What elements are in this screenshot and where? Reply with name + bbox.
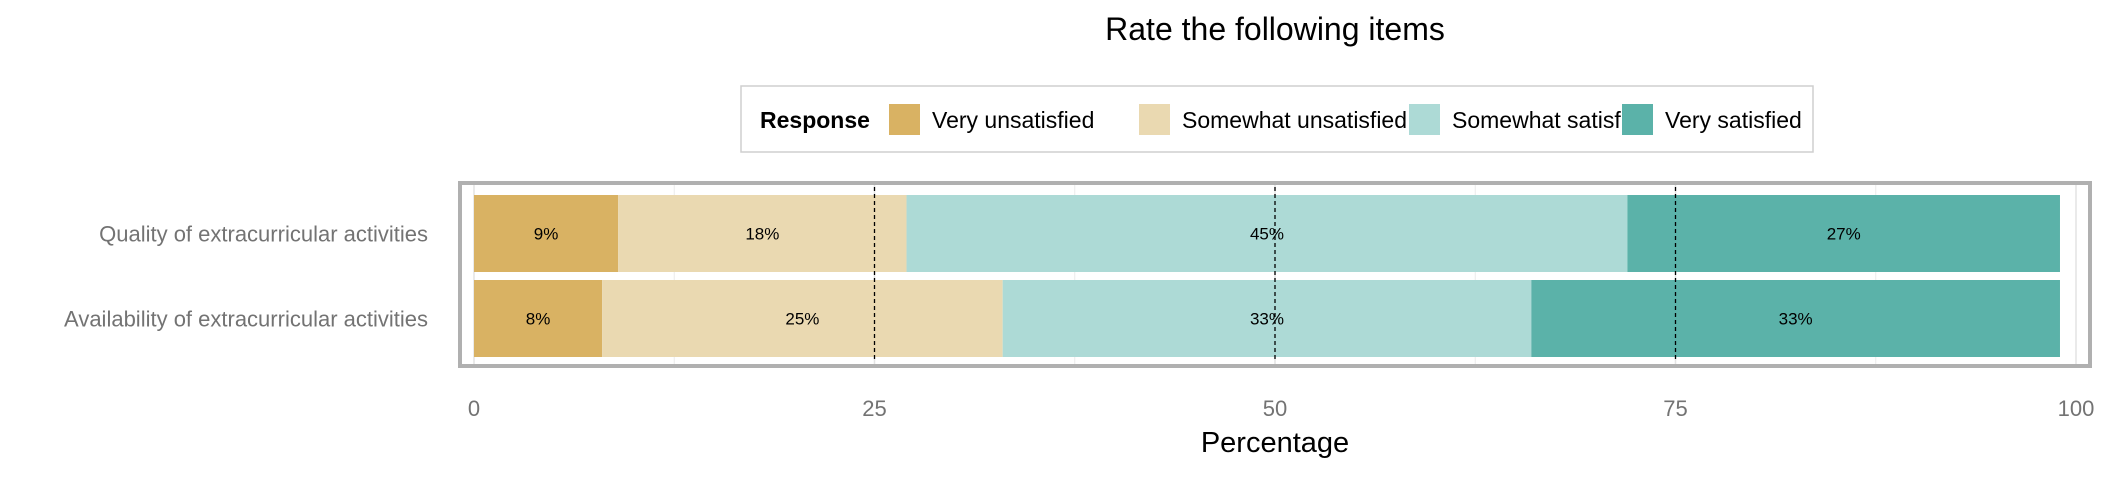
legend-label: Somewhat unsatisfied <box>1182 107 1407 133</box>
bar-segment <box>602 280 1003 357</box>
legend-key <box>1409 104 1440 135</box>
bar-value-label: 27% <box>1827 225 1861 244</box>
legend-key <box>1139 104 1170 135</box>
legend: Response Very unsatisfied Somewhat unsatis… <box>740 85 1814 153</box>
bar-value-label: 33% <box>1779 310 1813 329</box>
bar-value-label: 18% <box>745 225 779 244</box>
panel-border <box>458 181 2092 368</box>
bar-value-label: 25% <box>785 310 819 329</box>
bar-value-label: 33% <box>1250 310 1284 329</box>
legend-label: Somewhat satisfied <box>1452 107 1651 133</box>
bar-segment <box>1627 195 2060 272</box>
bar-segment <box>618 195 907 272</box>
plot-area: 9% 18% 45% 27% 8% 25% 33% 33% Quality of extracu… <box>64 181 2095 421</box>
bar-segment <box>906 195 1628 272</box>
bar-value-label: 8% <box>526 310 551 329</box>
legend-label: Very satisfied <box>1665 107 1802 133</box>
legend-key <box>1622 104 1653 135</box>
x-tick-label: 100 <box>2058 396 2095 421</box>
bar-segment <box>1002 280 1532 357</box>
legend-label: Very unsatisfied <box>932 107 1094 133</box>
x-tick-label: 0 <box>468 396 480 421</box>
bar-value-label: 9% <box>534 225 559 244</box>
bar-segment <box>1531 280 2060 357</box>
bar-segment <box>474 280 603 357</box>
x-axis-title: Percentage <box>1201 427 1349 459</box>
bar-segment <box>474 195 619 272</box>
chart-title: Rate the following items <box>1105 11 1445 47</box>
bar-value-label: 45% <box>1250 225 1284 244</box>
x-tick-label: 75 <box>1663 396 1687 421</box>
x-tick-label: 50 <box>1263 396 1287 421</box>
x-tick-label: 25 <box>862 396 886 421</box>
legend-title: Response <box>760 107 870 133</box>
legend-key <box>889 104 920 135</box>
category-label: Quality of extracurricular activities <box>99 222 428 247</box>
category-label: Availability of extracurricular activiti… <box>64 307 428 332</box>
